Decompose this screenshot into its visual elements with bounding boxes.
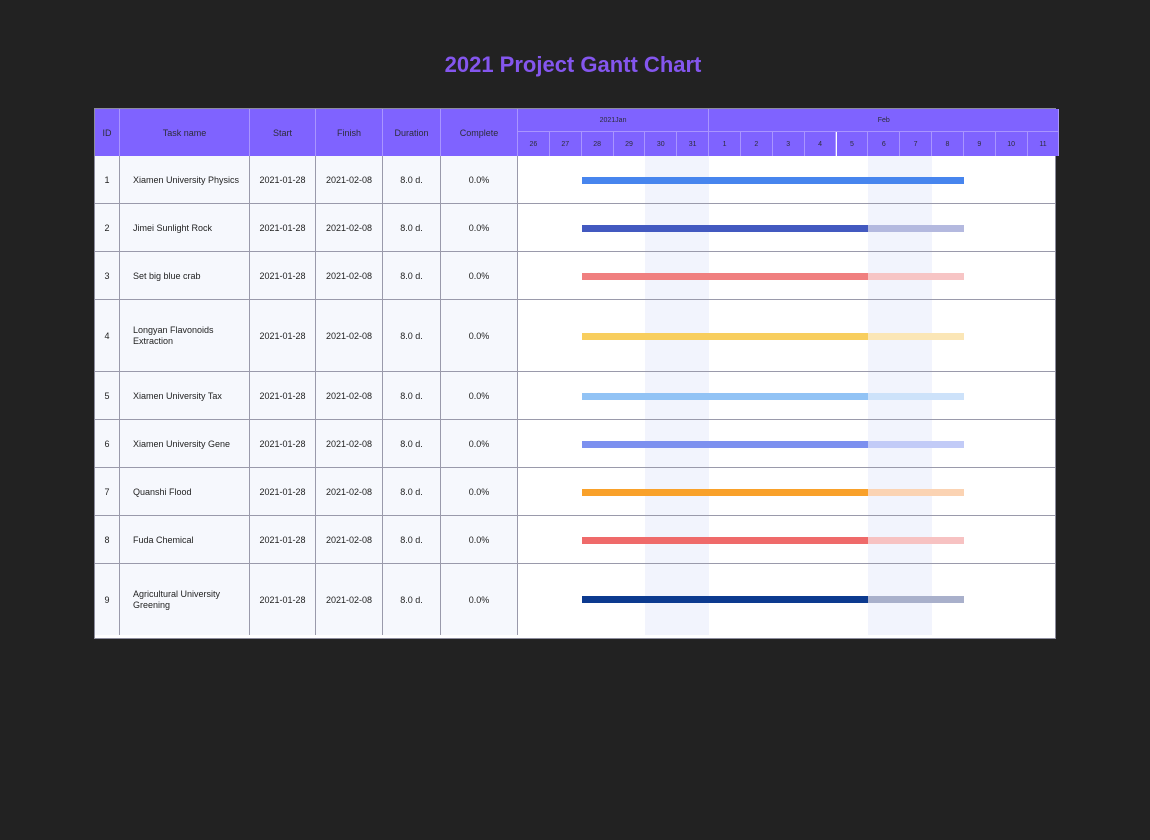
task-complete: 0.0%: [441, 252, 518, 300]
timeline-month-0: 2021Jan: [518, 109, 710, 132]
timeline-day-2: 2: [740, 132, 773, 156]
gantt-chart: ID Task name Start Finish Duration Compl…: [94, 108, 1060, 639]
gantt-bar: [581, 596, 869, 603]
task-id: 4: [95, 300, 120, 372]
task-finish: 2021-02-08: [316, 468, 383, 516]
gantt-bar: [581, 332, 869, 340]
task-finish: 2021-02-08: [316, 300, 383, 372]
chart-title: 2021 Project Gantt Chart: [444, 52, 702, 77]
task-name: Xiamen University Gene: [120, 420, 250, 468]
task-name: Set big blue crab: [120, 252, 250, 300]
timeline-day-9: 9: [963, 132, 996, 156]
task-duration: 8.0 d.: [383, 372, 441, 420]
task-duration: 8.0 d.: [383, 300, 441, 372]
timeline-day-7: 7: [900, 132, 933, 156]
task-id: 9: [95, 564, 120, 635]
task-id: 7: [95, 468, 120, 516]
timeline-day-27: 27: [549, 132, 582, 156]
row-divider: [95, 515, 1055, 516]
task-complete: 0.0%: [441, 156, 518, 204]
task-complete: 0.0%: [441, 468, 518, 516]
timeline-day-4: 4: [804, 132, 837, 156]
task-start: 2021-01-28: [250, 300, 316, 372]
task-complete: 0.0%: [441, 372, 518, 420]
task-id: 5: [95, 372, 120, 420]
task-id: 3: [95, 252, 120, 300]
task-name: Longyan Flavonoids Extraction: [120, 300, 250, 372]
task-finish: 2021-02-08: [316, 204, 383, 252]
task-duration: 8.0 d.: [383, 252, 441, 300]
task-duration: 8.0 d.: [383, 204, 441, 252]
task-complete: 0.0%: [441, 204, 518, 252]
gantt-bar: [581, 176, 964, 184]
task-finish: 2021-02-08: [316, 156, 383, 204]
task-start: 2021-01-28: [250, 564, 316, 635]
header-finish: Finish: [316, 109, 383, 156]
gantt-bar: [581, 440, 869, 448]
task-finish: 2021-02-08: [316, 372, 383, 420]
task-start: 2021-01-28: [250, 420, 316, 468]
timeline-month-1: Feb: [709, 109, 1060, 132]
task-id: 8: [95, 516, 120, 564]
task-name: Fuda Chemical: [120, 516, 250, 564]
task-name: Xiamen University Tax: [120, 372, 250, 420]
task-id: 2: [95, 204, 120, 252]
task-complete: 0.0%: [441, 564, 518, 635]
task-name: Jimei Sunlight Rock: [120, 204, 250, 252]
timeline-day-28: 28: [581, 132, 614, 156]
task-start: 2021-01-28: [250, 204, 316, 252]
timeline-day-1: 1: [709, 132, 741, 156]
header-complete: Complete: [441, 109, 518, 156]
task-complete: 0.0%: [441, 420, 518, 468]
task-finish: 2021-02-08: [316, 564, 383, 635]
row-divider: [95, 563, 1055, 564]
timeline-day-30: 30: [645, 132, 678, 156]
task-name: Xiamen University Physics: [120, 156, 250, 204]
header-duration: Duration: [383, 109, 441, 156]
timeline-day-26: 26: [518, 132, 550, 156]
timeline-day-6: 6: [868, 132, 901, 156]
task-id: 1: [95, 156, 120, 204]
task-complete: 0.0%: [441, 300, 518, 372]
task-start: 2021-01-28: [250, 372, 316, 420]
row-divider: [95, 467, 1055, 468]
timeline-day-10: 10: [995, 132, 1028, 156]
task-duration: 8.0 d.: [383, 156, 441, 204]
timeline-day-29: 29: [613, 132, 646, 156]
task-duration: 8.0 d.: [383, 564, 441, 635]
task-start: 2021-01-28: [250, 156, 316, 204]
task-finish: 2021-02-08: [316, 420, 383, 468]
header-start: Start: [250, 109, 316, 156]
gantt-bar: [581, 272, 869, 280]
timeline-day-31: 31: [677, 132, 710, 156]
task-finish: 2021-02-08: [316, 252, 383, 300]
row-divider: [95, 299, 1055, 300]
timeline-day-8: 8: [932, 132, 964, 156]
task-duration: 8.0 d.: [383, 468, 441, 516]
task-finish: 2021-02-08: [316, 516, 383, 564]
gantt-bar: [581, 488, 869, 496]
task-duration: 8.0 d.: [383, 420, 441, 468]
task-duration: 8.0 d.: [383, 516, 441, 564]
header-task-name: Task name: [120, 109, 250, 156]
task-start: 2021-01-28: [250, 516, 316, 564]
task-start: 2021-01-28: [250, 468, 316, 516]
task-name: Quanshi Flood: [120, 468, 250, 516]
row-divider: [95, 371, 1055, 372]
gantt-bar: [581, 392, 869, 400]
gantt-bar: [581, 224, 869, 232]
timeline-day-3: 3: [772, 132, 805, 156]
task-start: 2021-01-28: [250, 252, 316, 300]
gantt-bar: [581, 536, 869, 544]
task-complete: 0.0%: [441, 516, 518, 564]
header-id: ID: [95, 109, 120, 156]
row-divider: [95, 251, 1055, 252]
timeline-day-11: 11: [1027, 132, 1060, 156]
task-id: 6: [95, 420, 120, 468]
row-divider: [95, 419, 1055, 420]
timeline-day-5: 5: [836, 132, 869, 156]
row-divider: [95, 203, 1055, 204]
task-name: Agricultural University Greening: [120, 564, 250, 635]
